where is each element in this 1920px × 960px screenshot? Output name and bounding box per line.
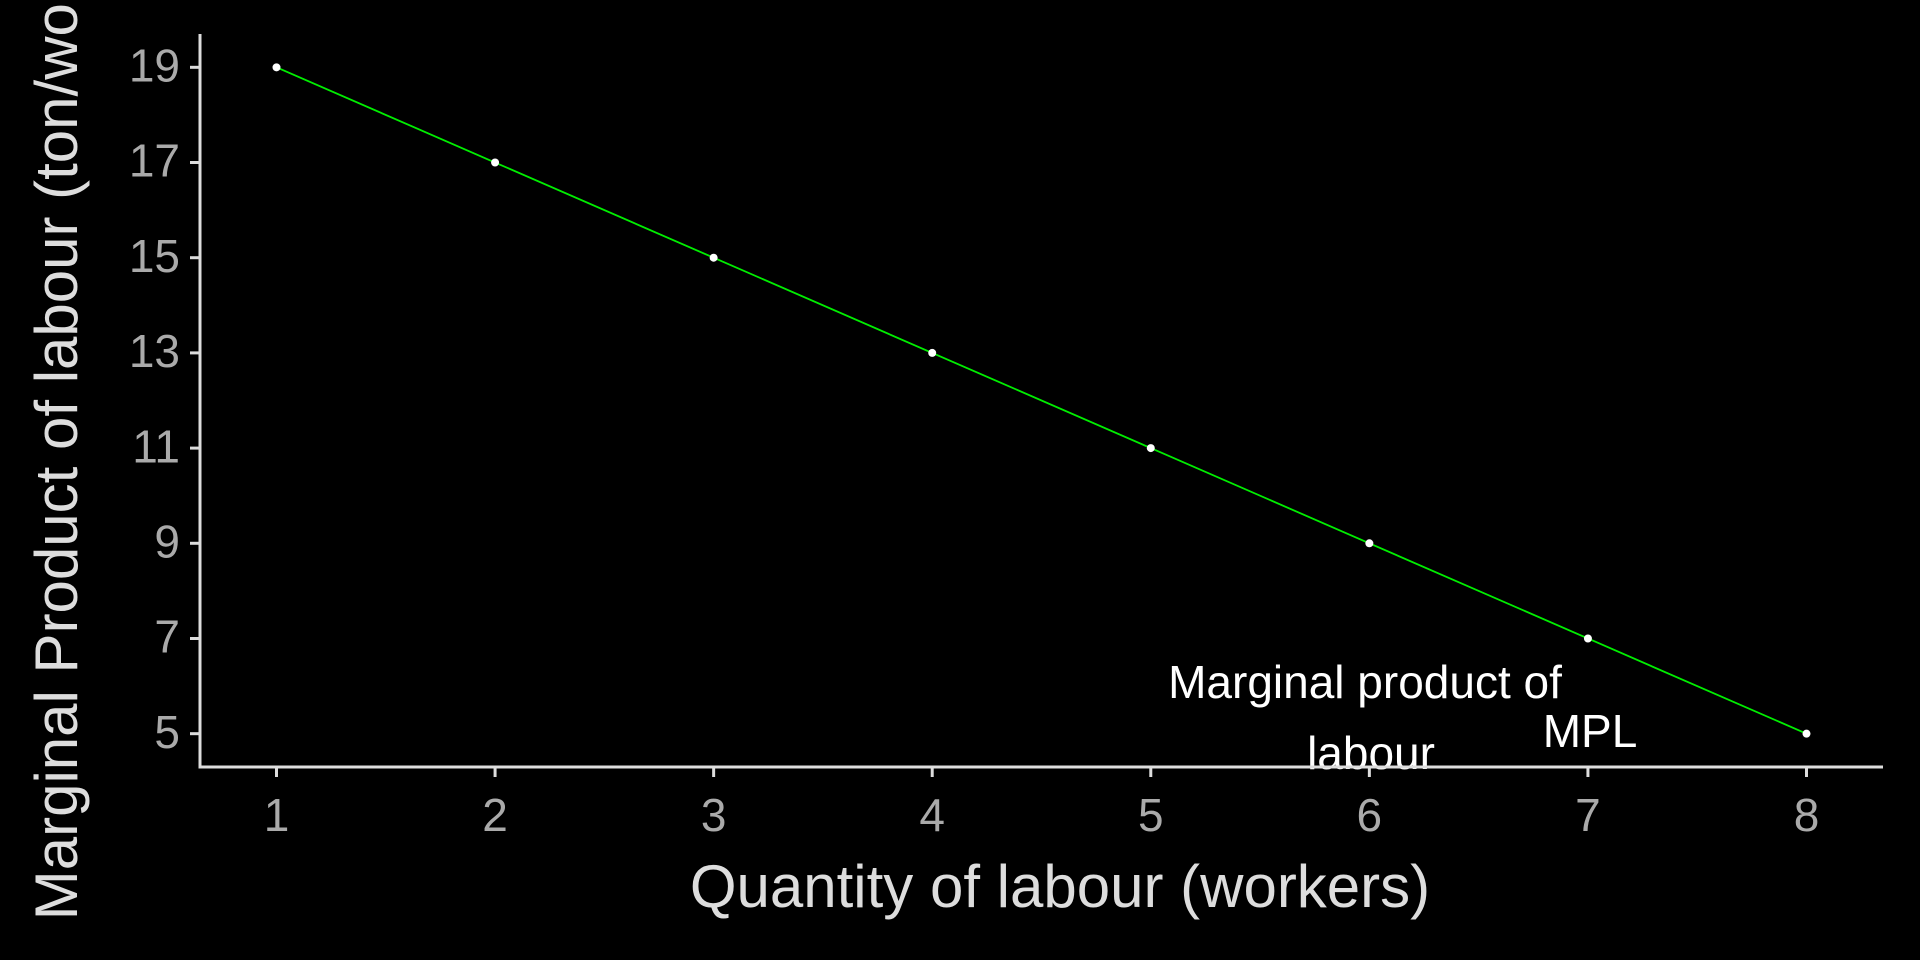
point [1365,539,1374,548]
y-tick-label: 7 [154,611,180,663]
point [491,158,500,167]
point [709,253,718,262]
x-tick-label: 4 [919,789,945,841]
x-tick-label: 8 [1794,789,1820,841]
y-tick-label: 17 [129,135,180,187]
y-tick-label: 9 [154,515,180,567]
x-tick-label: 6 [1357,789,1383,841]
y-tick-label: 13 [129,325,180,377]
point [1583,634,1592,643]
x-tick-label: 7 [1575,789,1601,841]
x-axis-title: Quantity of labour (workers) [690,853,1430,920]
series-label: MPL [1543,705,1638,757]
point [1802,729,1811,738]
line [276,66,1807,735]
x-tick-label: 1 [264,789,290,841]
point [928,348,937,357]
annotation: labour [1307,727,1435,779]
point [1146,444,1155,453]
point [272,63,281,72]
x-tick-label: 5 [1138,789,1164,841]
annotation: Marginal product of [1168,656,1562,708]
y-tick-label: 11 [132,420,180,472]
x-tick-label: 2 [482,789,508,841]
y-axis-title: Marginal Product of labour (ton/worker) [23,0,90,920]
y-tick-label: 5 [154,706,180,758]
y-tick-label: 19 [129,39,180,91]
x-tick-label: 3 [701,789,727,841]
y-tick-label: 15 [129,230,180,282]
